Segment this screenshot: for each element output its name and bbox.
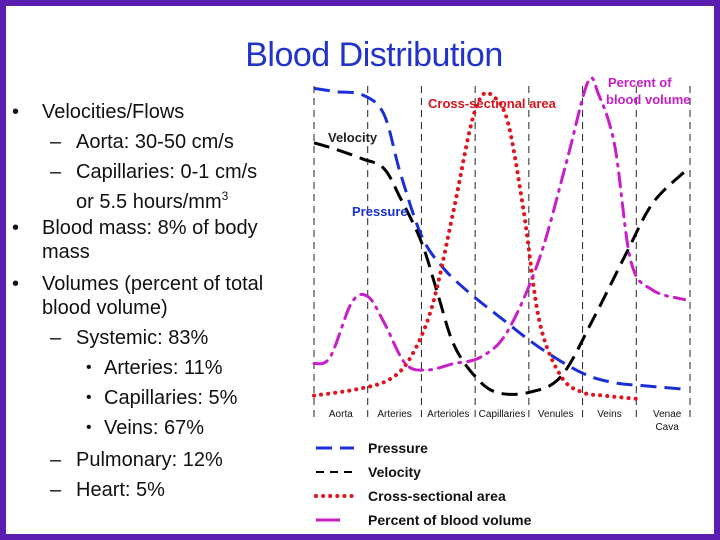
- blood-volume-curve: [312, 76, 687, 372]
- bullet-capillaries-time: or 5.5 hours/mm3: [76, 189, 229, 213]
- cross-sectional-area-curve: [312, 90, 639, 401]
- blood-distribution-chart: Aorta Arteries Arterioles Capillaries Venule…: [312, 75, 691, 528]
- category-label-aorta: Aorta: [329, 409, 353, 420]
- slide: Blood Distribution • Velocities/Flows – Ao…: [6, 6, 714, 534]
- bullet-blood-mass-cont: mass: [42, 241, 90, 263]
- bullet-heart: – Heart: 5%: [50, 479, 165, 501]
- cross-sectional-area-label: Cross-sectional area: [428, 96, 557, 111]
- bullet-capillaries-volume: • Capillaries: 5%: [86, 387, 238, 409]
- bullet-systemic: – Systemic: 83%: [50, 327, 209, 349]
- percent-blood-volume-label: Percent of: [608, 75, 672, 90]
- category-label-vena-cava: Venae: [653, 409, 682, 420]
- category-label-vena-cava-line2: Cava: [655, 422, 679, 433]
- bullet-velocities: • Velocities/Flows: [12, 101, 185, 123]
- pressure-curve: [313, 86, 685, 391]
- category-label-veins: Veins: [597, 409, 621, 420]
- bullet-blood-mass: • Blood mass: 8% of body: [12, 217, 258, 239]
- category-label-capillaries: Capillaries: [479, 409, 526, 420]
- bullet-arteries: • Arteries: 11%: [86, 357, 223, 379]
- category-label-arterioles: Arterioles: [427, 409, 469, 420]
- velocity-curve: [313, 141, 686, 396]
- bullet-aorta: – Aorta: 30-50 cm/s: [50, 131, 234, 153]
- bullet-capillaries-speed: – Capillaries: 0-1 cm/s: [50, 161, 258, 183]
- category-label-arteries: Arteries: [377, 409, 411, 420]
- bullet-volumes-cont: blood volume): [42, 297, 168, 319]
- pressure-label: Pressure: [352, 204, 408, 219]
- velocity-label: Velocity: [328, 130, 378, 145]
- bullet-pulmonary: – Pulmonary: 12%: [50, 449, 223, 471]
- bullet-veins: • Veins: 67%: [86, 417, 205, 439]
- percent-blood-volume-label-line2: blood volume: [606, 92, 691, 107]
- legend-label-pressure: Pressure: [368, 440, 428, 456]
- category-label-venules: Venules: [538, 409, 574, 420]
- bullet-volumes: • Volumes (percent of total: [12, 273, 264, 295]
- slide-title: Blood Distribution: [245, 36, 503, 74]
- legend-label-cross: Cross-sectional area: [368, 488, 506, 504]
- legend-label-percent: Percent of blood volume: [368, 512, 532, 528]
- legend-label-velocity: Velocity: [368, 464, 421, 480]
